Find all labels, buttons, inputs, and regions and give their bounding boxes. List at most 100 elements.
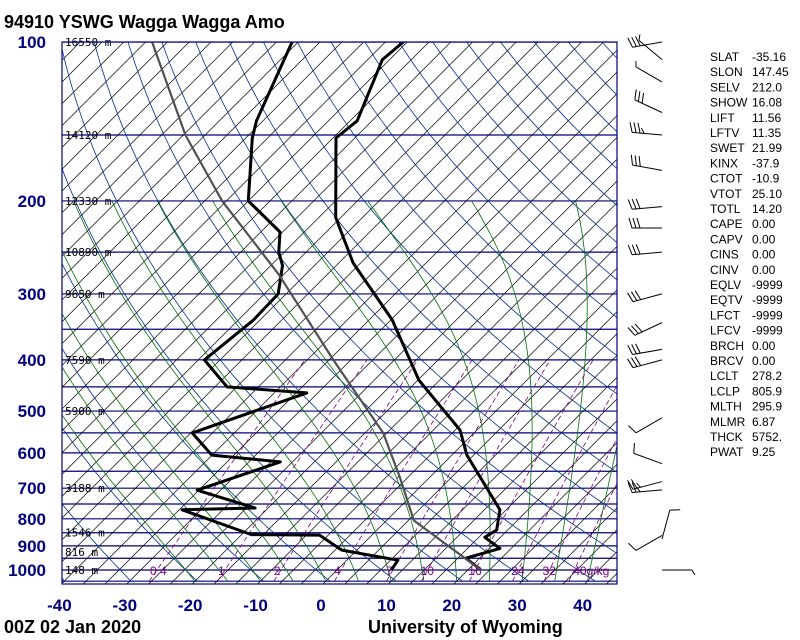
temperature-tick-label: -10 <box>243 596 268 615</box>
dry-adiabat <box>263 42 617 434</box>
index-name: LFCT <box>710 308 741 322</box>
index-name: SELV <box>710 80 740 94</box>
pressure-tick-label: 900 <box>18 537 46 556</box>
mixing-ratio-label: 0.4 <box>150 564 167 578</box>
moist-adiabat <box>587 443 617 582</box>
dry-adiabat <box>296 42 617 395</box>
parcel-profile <box>151 42 482 571</box>
temperature-tick-label: -40 <box>47 596 72 615</box>
isotherm <box>62 42 539 519</box>
height-label: 816 m <box>65 546 98 559</box>
mixing-ratio-line <box>420 359 551 582</box>
dry-adiabat <box>364 42 617 319</box>
index-name: LCLT <box>710 369 739 383</box>
wind-barbs <box>627 34 696 576</box>
dry-adiabat <box>62 347 264 582</box>
index-value: 21.99 <box>752 141 782 155</box>
mixing-ratio-line <box>148 359 306 582</box>
isotherm <box>279 245 617 584</box>
wind-barb <box>627 290 663 303</box>
dry-adiabat <box>398 42 617 281</box>
wind-barb <box>627 356 663 369</box>
stability-indices: SLAT -35.16 SLON 147.45 SELV 212.0 SHOW 16.08 LI… <box>710 50 789 459</box>
moist-adiabat <box>554 200 588 582</box>
temperature-tick-label: 10 <box>377 596 396 615</box>
isotherm <box>191 158 617 584</box>
index-value: 9.25 <box>752 445 776 459</box>
mixing-ratio-line <box>217 359 368 582</box>
isotherm <box>62 42 430 410</box>
wind-barb <box>627 343 663 355</box>
moist-adiabat <box>73 200 327 582</box>
dry-adiabat <box>195 42 617 514</box>
temperature-tick-label: 20 <box>442 596 461 615</box>
index-name: THCK <box>710 430 743 444</box>
index-value: 147.45 <box>752 65 789 79</box>
index-name: LIFT <box>710 111 735 125</box>
isotherm <box>62 42 81 61</box>
mixing-ratio-label: 1 <box>218 564 225 578</box>
height-label: 1546 m <box>65 527 105 540</box>
isotherm <box>62 42 343 323</box>
wind-barb <box>627 482 663 493</box>
mixing-ratio-label: 7 <box>386 564 393 578</box>
dry-adiabat <box>466 42 617 206</box>
index-name: EQLV <box>710 278 741 292</box>
station-title: 94910 YSWG Wagga Wagga Amo <box>4 12 285 32</box>
height-label: 10890 m <box>65 246 112 259</box>
wind-barb <box>630 154 663 171</box>
index-name: BRCV <box>710 354 743 368</box>
mixing-ratio-line <box>386 359 520 582</box>
isotherm <box>62 42 103 83</box>
pressure-tick-label: 600 <box>18 444 46 463</box>
isotherm <box>62 42 321 301</box>
index-name: SLAT <box>710 50 740 64</box>
mixing-ratio-label: 32 <box>542 564 556 578</box>
isotherm <box>62 42 255 236</box>
index-value: -9999 <box>752 308 783 322</box>
mixing-ratio-line <box>333 359 473 582</box>
isotherm <box>62 42 582 563</box>
isotherm <box>62 42 212 192</box>
dry-adiabat <box>62 503 132 582</box>
pressure-tick-label: 500 <box>18 402 46 421</box>
dry-adiabat <box>330 42 617 357</box>
isotherm <box>62 42 364 345</box>
temperature-tick-label: 40 <box>573 596 592 615</box>
isotherm <box>62 42 517 497</box>
isotherm <box>781 42 800 584</box>
mixing-ratio-line <box>273 359 419 582</box>
index-value: 278.2 <box>752 369 782 383</box>
diagram-grid <box>0 42 800 584</box>
isotherm <box>170 136 617 584</box>
pressure-tick-label: 400 <box>18 351 46 370</box>
wind-barb <box>635 61 663 83</box>
credit-label: University of Wyoming <box>368 617 563 637</box>
index-name: CINV <box>710 263 739 277</box>
dry-adiabat <box>93 42 530 582</box>
index-name: SHOW <box>710 96 748 110</box>
isotherm <box>62 42 299 279</box>
isotherm <box>62 42 277 257</box>
height-label: 14120 m <box>65 129 112 142</box>
dry-adiabat <box>161 42 617 554</box>
index-value: 14.20 <box>752 202 782 216</box>
index-value: 16.08 <box>752 96 782 110</box>
index-name: VTOT <box>710 187 742 201</box>
height-label: 3188 m <box>65 482 105 495</box>
dry-adiabat <box>62 577 66 582</box>
dewpoint-profile <box>180 42 400 571</box>
index-name: EQTV <box>710 293 743 307</box>
isotherm <box>0 42 15 584</box>
dry-adiabat <box>62 47 463 582</box>
index-value: 11.35 <box>752 126 781 140</box>
temperature-tick-label: 0 <box>316 596 325 615</box>
wind-barb <box>638 34 663 61</box>
axis-labels: 0.4 1 2 4 7 10 16 24 32 40g/kg1002003004005006007… <box>8 33 609 615</box>
isotherm <box>62 42 604 584</box>
moist-adiabat <box>280 200 458 582</box>
temperature-tick-label: -30 <box>113 596 138 615</box>
wind-barb <box>628 217 663 229</box>
isotherm <box>475 442 617 584</box>
index-value: 0.00 <box>752 217 776 231</box>
